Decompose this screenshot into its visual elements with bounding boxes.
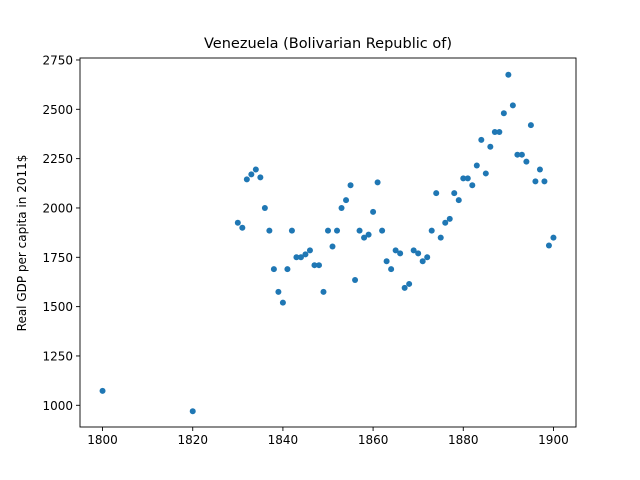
plot-area: 1800 1820 1840 1860 1880 1900 1000 1250 1500 1750… [42, 53, 577, 447]
data-point [334, 227, 341, 234]
data-point [527, 122, 534, 129]
y-tick-label: 2750 [42, 53, 73, 67]
data-point [311, 262, 318, 269]
data-point [257, 174, 264, 181]
data-point [478, 136, 485, 143]
data-point [482, 170, 489, 177]
data-point [343, 197, 350, 204]
data-point [514, 151, 521, 158]
data-point [243, 176, 250, 183]
y-tick-label: 2500 [42, 103, 73, 117]
axes-frame [79, 57, 577, 428]
data-point [392, 247, 399, 254]
data-point [401, 284, 408, 291]
data-point [419, 258, 426, 265]
data-point [410, 247, 417, 254]
data-point [460, 175, 467, 182]
data-point [266, 227, 273, 234]
data-point [261, 204, 268, 211]
data-point [437, 234, 444, 241]
data-point [383, 258, 390, 265]
data-point [487, 143, 494, 150]
data-point [239, 224, 246, 231]
data-point [356, 227, 363, 234]
data-point [455, 197, 462, 204]
y-axis-label: Real GDP per capita in 2011$ [15, 155, 29, 332]
y-tick-label: 2000 [42, 201, 73, 215]
data-point [275, 288, 282, 295]
data-point [99, 387, 106, 394]
data-point [536, 166, 543, 173]
data-point [451, 190, 458, 197]
y-tick-label: 2250 [42, 152, 73, 166]
data-point [365, 231, 372, 238]
data-point [189, 408, 196, 415]
data-point [518, 151, 525, 158]
data-point [297, 254, 304, 261]
y-tick-label: 1500 [42, 300, 73, 314]
data-point [270, 266, 277, 273]
x-tick-label: 1900 [538, 433, 569, 447]
data-point [446, 215, 453, 222]
data-point [379, 227, 386, 234]
data-point [397, 250, 404, 257]
data-point [306, 247, 313, 254]
data-point [370, 208, 377, 215]
data-point [491, 129, 498, 135]
data-point [248, 171, 255, 178]
x-tick-label: 1820 [177, 433, 208, 447]
data-point [433, 190, 440, 197]
data-point [523, 158, 530, 165]
data-point [315, 262, 322, 269]
data-point [252, 166, 259, 173]
data-point [500, 110, 507, 117]
data-point [473, 162, 480, 169]
x-tick-label: 1840 [268, 433, 299, 447]
x-tick-label: 1880 [448, 433, 479, 447]
data-point [406, 280, 413, 287]
data-point [320, 288, 327, 295]
data-point [464, 175, 471, 182]
data-point [329, 243, 336, 250]
data-point [415, 250, 422, 257]
data-point [288, 227, 295, 234]
data-point [532, 178, 539, 185]
x-tick-label: 1860 [358, 433, 389, 447]
x-tick-label: 1800 [87, 433, 118, 447]
y-tick-label: 1750 [42, 251, 73, 265]
data-point [505, 71, 512, 78]
data-point [509, 102, 516, 109]
data-point [279, 299, 286, 306]
data-point [424, 254, 431, 261]
chart-title: Venezuela (Bolivarian Republic of) [204, 36, 452, 52]
y-tick-label: 1250 [42, 349, 73, 363]
data-point [388, 266, 395, 273]
data-point [442, 219, 449, 226]
data-point [550, 234, 557, 241]
data-point [347, 182, 354, 189]
data-point [545, 242, 552, 249]
data-point [496, 129, 503, 135]
y-tick-label: 1000 [42, 399, 73, 413]
data-point [541, 178, 548, 185]
data-point [428, 227, 435, 234]
data-point [293, 254, 300, 261]
data-point [302, 251, 309, 258]
data-point [374, 179, 381, 186]
data-point [338, 204, 345, 211]
data-point [234, 219, 241, 226]
data-point [469, 182, 476, 189]
data-point [284, 266, 291, 273]
data-point [361, 234, 368, 241]
data-point [325, 227, 331, 234]
data-point [352, 276, 359, 283]
